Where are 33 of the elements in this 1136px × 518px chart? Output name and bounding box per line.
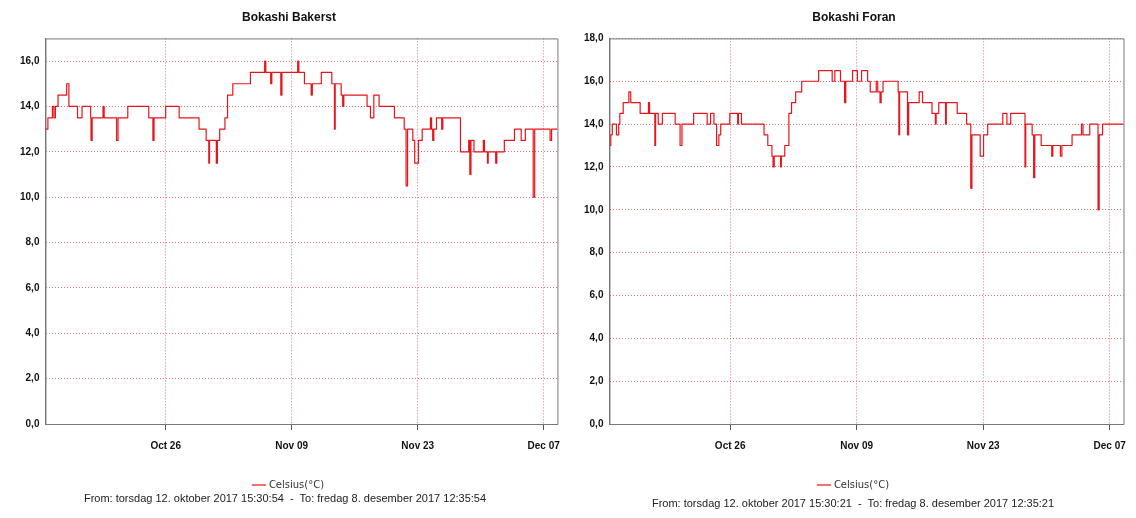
y-tick-label: 2,0: [589, 374, 604, 386]
y-tick-label: 8,0: [25, 236, 40, 248]
chart-title: Bokashi Bakerst: [241, 9, 337, 24]
text: From: torsdag 12. oktober 2017 15:30:54 - To: fredag 8. desember 2017 12:35:54: [82, 492, 488, 504]
x-tick-label: Oct 26: [150, 439, 182, 451]
y-tick-label: 14,0: [583, 117, 604, 129]
x-tick-label: Dec 07: [527, 439, 561, 451]
text: From: torsdag 12. oktober 2017 15:30:21 - To: fredag 8. desember 2017 12:35:21: [650, 497, 1056, 509]
x-tick-label: Nov 09: [275, 439, 309, 451]
x-tick-label: Nov 23: [966, 439, 1001, 451]
legend-label: Celsius(°C): [833, 478, 890, 490]
y-tick-label: 6,0: [589, 289, 604, 301]
y-tick-label: 16,0: [583, 74, 604, 86]
y-tick-label: 16,0: [19, 54, 40, 66]
x-tick-label: Oct 26: [714, 439, 746, 451]
x-tick-label: Nov 23: [401, 439, 435, 451]
y-tick-label: 10,0: [583, 203, 604, 215]
x-tick-label: Nov 09: [840, 439, 874, 451]
y-tick-label: 0,0: [589, 417, 604, 429]
y-tick-label: 12,0: [583, 160, 604, 172]
y-tick-label: 0,0: [25, 417, 40, 429]
y-tick-label: 14,0: [19, 100, 40, 112]
y-tick-label: 18,0: [583, 32, 604, 44]
x-tick-label: Dec 07: [1093, 439, 1127, 451]
legend-label: Celsius(°C): [268, 478, 325, 490]
y-tick-label: 10,0: [19, 190, 40, 202]
y-tick-label: 8,0: [589, 246, 604, 258]
y-tick-label: 4,0: [589, 332, 604, 344]
y-tick-label: 4,0: [25, 327, 40, 339]
y-tick-label: 2,0: [25, 372, 40, 384]
y-tick-label: 12,0: [19, 145, 40, 157]
y-tick-label: 6,0: [25, 281, 40, 293]
chart-title: Bokashi Foran: [812, 9, 896, 24]
